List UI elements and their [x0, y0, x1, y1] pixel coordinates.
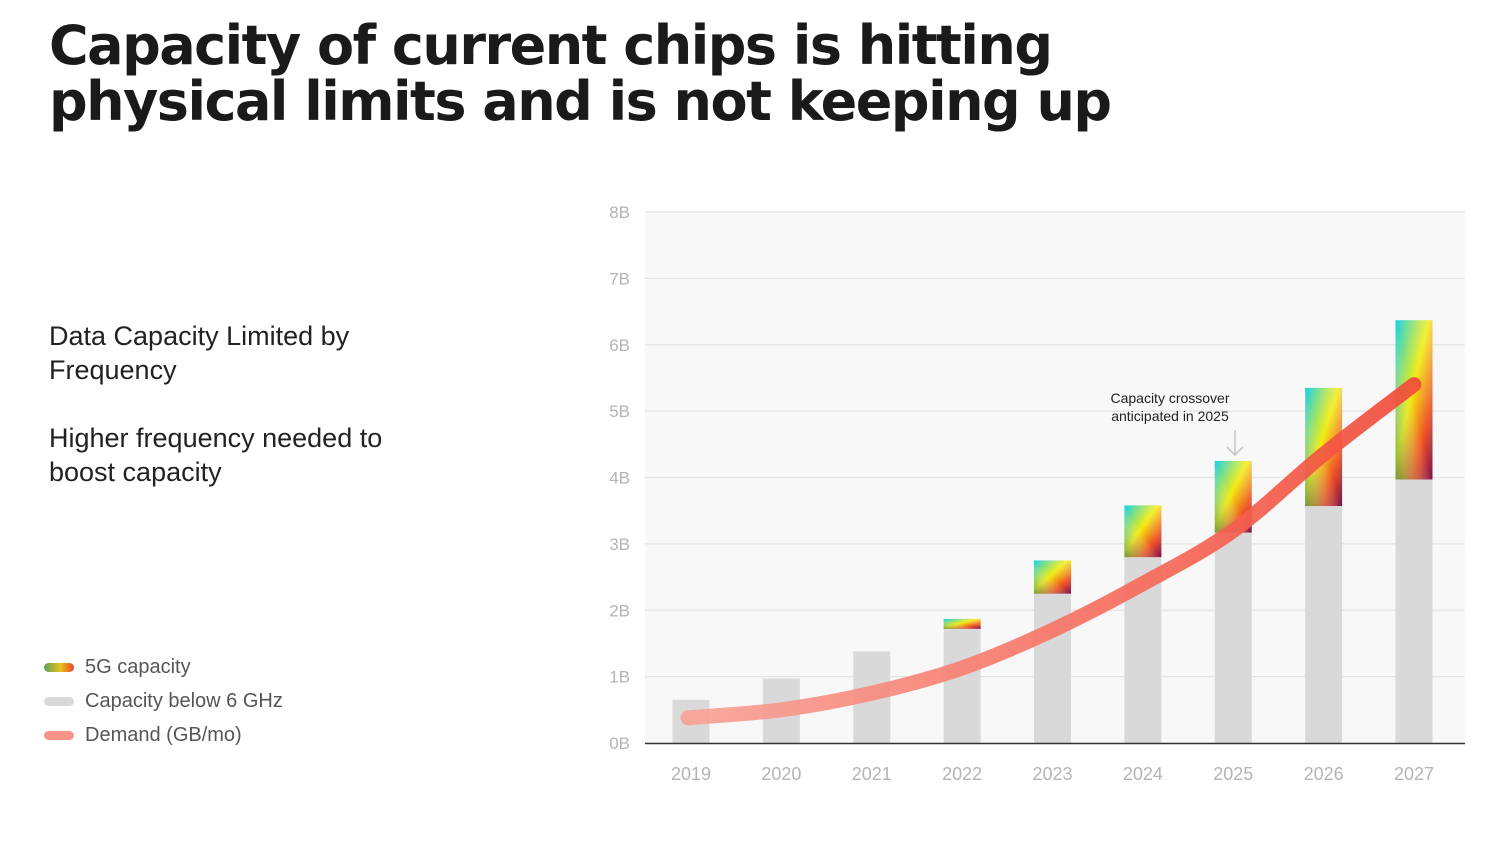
legend-item-5g: 5G capacity — [44, 650, 283, 684]
arrow-down-icon — [1226, 430, 1244, 457]
y-axis-ticks: 0B 1B 2B 3B 4B 5B 6B 7B 8B — [609, 203, 630, 753]
legend-item-below-6ghz: Capacity below 6 GHz — [44, 684, 283, 718]
y-tick-label: 3B — [609, 535, 630, 554]
legend-swatch-demand — [44, 730, 74, 740]
x-tick-label: 2019 — [671, 764, 711, 784]
y-tick-label: 5B — [609, 402, 630, 421]
y-tick-label: 1B — [609, 668, 630, 687]
x-tick-label: 2026 — [1304, 764, 1344, 784]
legend-swatch-below-6ghz — [44, 696, 74, 706]
x-tick-label: 2020 — [761, 764, 801, 784]
title-line-1: Capacity of current chips is hitting — [49, 14, 1053, 77]
annotation-line-1: Capacity crossover — [1110, 390, 1229, 406]
bar-5g-capacity-shade — [1034, 560, 1071, 594]
x-tick-label: 2027 — [1394, 764, 1434, 784]
y-tick-label: 4B — [609, 469, 630, 488]
x-tick-label: 2023 — [1032, 764, 1072, 784]
subtitle-line: Data Capacity Limited by — [49, 321, 350, 351]
bar-capacity-below-6ghz — [1395, 479, 1433, 743]
y-tick-label: 6B — [609, 336, 630, 355]
annotation-line-2: anticipated in 2025 — [1111, 408, 1229, 424]
legend-label: Demand (GB/mo) — [85, 723, 242, 746]
y-tick-label: 0B — [609, 734, 630, 753]
demand-line-layer — [680, 377, 1422, 726]
subtitle-higher-frequency: Higher frequency needed to boost capacit… — [49, 421, 382, 489]
legend-label: 5G capacity — [85, 655, 191, 678]
title-line-2: physical limits and is not keeping up — [49, 70, 1112, 133]
x-tick-label: 2024 — [1123, 764, 1163, 784]
demand-line — [680, 377, 1422, 726]
bar-capacity-below-6ghz — [1305, 506, 1343, 743]
legend-swatch-5g — [44, 662, 74, 672]
subtitle-data-capacity: Data Capacity Limited by Frequency — [49, 319, 349, 387]
page-title: Capacity of current chips is hitting phy… — [49, 14, 1112, 133]
x-axis-ticks: 2019 2020 2021 2022 2023 2024 2025 2026 2027 — [671, 764, 1434, 784]
x-tick-label: 2021 — [852, 764, 892, 784]
y-tick-label: 2B — [609, 601, 630, 620]
bar-5g-capacity-shade — [943, 618, 981, 629]
bar-5g-capacity-shade — [1124, 505, 1162, 558]
chart-legend: 5G capacity Capacity below 6 GHz Demand … — [44, 650, 283, 752]
bar-capacity-below-6ghz — [943, 628, 981, 743]
y-tick-label: 7B — [609, 269, 630, 288]
y-tick-label: 8B — [609, 203, 630, 222]
x-tick-label: 2025 — [1213, 764, 1253, 784]
crossover-annotation: Capacity crossover anticipated in 2025 — [1110, 390, 1244, 457]
subtitle-line: Higher frequency needed to — [49, 423, 383, 453]
x-tick-label: 2022 — [942, 764, 982, 784]
legend-item-demand: Demand (GB/mo) — [44, 718, 283, 752]
subtitle-line: boost capacity — [49, 457, 222, 487]
legend-label: Capacity below 6 GHz — [85, 689, 283, 712]
subtitle-line: Frequency — [49, 355, 177, 385]
bar-capacity-below-6ghz — [1214, 532, 1252, 743]
